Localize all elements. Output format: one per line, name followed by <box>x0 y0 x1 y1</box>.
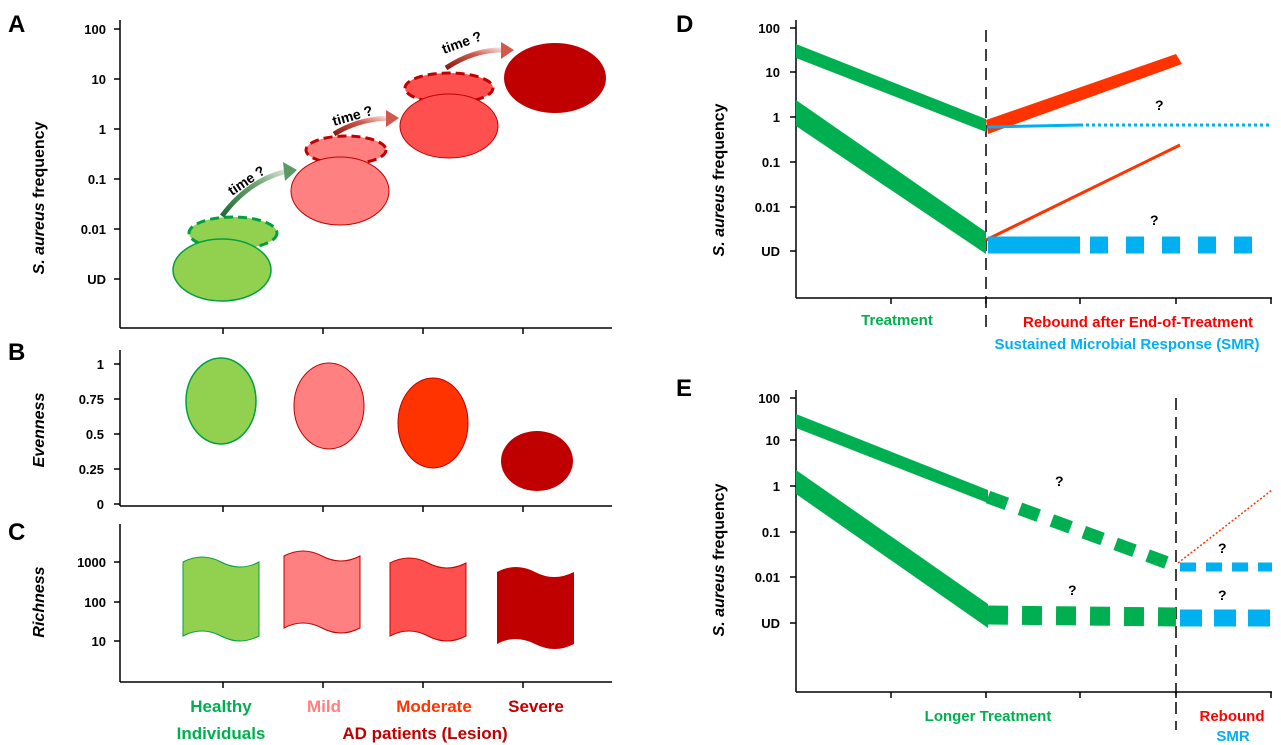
panel-d-smr-label: Sustained Microbial Response (SMR) <box>994 336 1259 353</box>
moderate-label: Moderate <box>396 697 472 716</box>
panel-letter-e: E <box>676 375 692 402</box>
panel-e-tick-0-1: 0.1 <box>762 525 780 540</box>
mild-ellipse <box>290 156 390 226</box>
panel-a-tick-1: 1 <box>99 122 106 137</box>
panel-letter-d: D <box>676 11 693 38</box>
panel-d-smr-high-line <box>987 123 1081 129</box>
panel-a: A S. aureus frequency 100 10 1 0.1 0.01 … <box>8 11 612 334</box>
healthy-label-line1: Healthy <box>190 697 252 716</box>
panel-e-question-1: ? <box>1055 473 1064 489</box>
panel-d-ylabel: S. aureus frequency <box>711 103 728 256</box>
severe-ellipse <box>504 43 606 113</box>
panel-e: E S. aureus frequency 100 10 1 0.1 0.01 … <box>676 375 1273 745</box>
panel-b-tick-0: 0 <box>97 497 104 512</box>
panel-d-tick-10: 10 <box>766 65 780 80</box>
panel-e-treatment-low-line <box>796 470 988 628</box>
panel-d-question-1: ? <box>1155 97 1164 113</box>
panel-c-tick-100: 100 <box>84 595 106 610</box>
panel-d-treatment-label: Treatment <box>861 312 933 329</box>
healthy-to-mild-arrow <box>219 167 293 218</box>
panel-b-tick-0-75: 0.75 <box>79 392 104 407</box>
severe-richness-shape <box>497 567 574 649</box>
panel-d-tick-0-1: 0.1 <box>762 155 780 170</box>
panel-d-treatment-low-line <box>796 100 986 254</box>
panel-d-rebound-low-line <box>985 143 1181 242</box>
panel-d: D S. aureus frequency 100 10 1 0.1 0.01 … <box>676 11 1272 353</box>
panel-letter-a: A <box>8 11 25 38</box>
panel-d-tick-100: 100 <box>758 21 780 36</box>
panel-d-rebound-label: Rebound after End-of-Treatment <box>1023 314 1253 331</box>
panel-a-tick-10: 10 <box>92 72 106 87</box>
panel-e-tick-0-01: 0.01 <box>755 570 780 585</box>
ad-patients-label: AD patients (Lesion) <box>342 724 507 743</box>
panel-e-question-4: ? <box>1218 587 1227 603</box>
panel-e-ylabel: S. aureus frequency <box>711 483 728 636</box>
panel-b-ylabel: Evenness <box>31 393 48 468</box>
panel-e-smr-label: SMR <box>1216 728 1250 745</box>
panel-e-treatment-label: Longer Treatment <box>925 708 1052 725</box>
panel-d-question-2: ? <box>1150 212 1159 228</box>
moderate-evenness-ellipse <box>397 377 469 469</box>
panel-e-question-3: ? <box>1218 540 1227 556</box>
panel-b-tick-0-5: 0.5 <box>86 427 104 442</box>
panel-letter-b: B <box>8 339 25 366</box>
moderate-richness-shape <box>389 557 467 642</box>
healthy-label-line2: Individuals <box>177 724 266 743</box>
panel-c-ylabel: Richness <box>31 566 48 637</box>
panel-a-tick-0-1: 0.1 <box>88 172 106 187</box>
healthy-richness-shape <box>182 556 260 642</box>
panel-letter-c: C <box>8 519 25 546</box>
panel-a-tick-ud: UD <box>87 272 106 287</box>
severe-evenness-ellipse <box>501 431 573 491</box>
panel-c-tick-1000: 1000 <box>77 555 106 570</box>
panel-e-tick-10: 10 <box>766 433 780 448</box>
panel-e-extension-low-dotted <box>987 605 1177 627</box>
panel-e-rebound-label: Rebound <box>1200 708 1265 725</box>
panel-c-tick-10: 10 <box>92 634 106 649</box>
panel-d-treatment-high-line <box>796 44 986 132</box>
moderate-ellipse <box>399 93 499 159</box>
severe-label: Severe <box>508 697 564 716</box>
mild-evenness-ellipse <box>293 362 365 450</box>
mild-label: Mild <box>307 697 341 716</box>
panel-a-tick-0-01: 0.01 <box>81 222 106 237</box>
panel-e-question-2: ? <box>1068 582 1077 598</box>
mild-richness-shape <box>283 550 361 634</box>
healthy-ellipse <box>172 238 272 302</box>
panel-d-tick-1: 1 <box>773 110 780 125</box>
panel-e-tick-ud: UD <box>761 616 780 631</box>
panel-d-tick-ud: UD <box>761 244 780 259</box>
panel-e-treatment-high-line <box>796 414 988 503</box>
category-labels: Healthy Individuals Mild Moderate Severe… <box>177 697 564 743</box>
panel-e-tick-1: 1 <box>773 479 780 494</box>
panel-b: B Evenness 1 0.75 0.5 0.25 0 <box>8 339 612 512</box>
panel-c: C Richness 1000 100 10 <box>8 519 612 688</box>
panel-a-tick-100: 100 <box>84 22 106 37</box>
panel-b-tick-0-25: 0.25 <box>79 462 104 477</box>
panel-d-rebound-high-line <box>986 54 1182 134</box>
panel-e-tick-100: 100 <box>758 391 780 406</box>
panel-d-tick-0-01: 0.01 <box>755 200 780 215</box>
panel-b-tick-1: 1 <box>97 357 104 372</box>
healthy-evenness-ellipse <box>185 357 257 445</box>
panel-a-ylabel: S. aureus frequency <box>31 121 48 274</box>
panel-e-extension-high-dotted <box>985 490 1179 573</box>
